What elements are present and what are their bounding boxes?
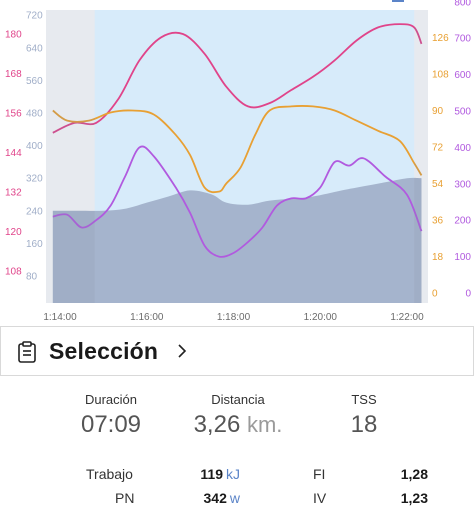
power-tick-label: 200 [454,216,471,227]
tss-value: 18 [350,411,378,438]
series-line-power [52,145,423,258]
fi-value: 1,28 [400,466,428,482]
altitude-tick-label: 240 [26,206,43,217]
power-tick-label: 700 [454,34,471,45]
chevron-right-icon[interactable] [177,344,187,363]
fi-label: FI [313,466,326,482]
stat-duration: Duración 07:09 [66,392,156,439]
x-tick-label: 1:18:00 [217,312,251,323]
cadence-tick-label: 36 [432,216,444,227]
stat-tss: TSS 18 [334,392,394,439]
heart_rate-tick-label: 144 [5,148,22,159]
cadence-tick-label: 0 [432,289,438,300]
clipboard-list-icon [17,341,37,368]
unselected-left [46,10,95,303]
heart_rate-tick-label: 156 [5,109,22,120]
x-tick-label: 1:22:00 [390,312,424,323]
distance-unit: km. [246,412,283,437]
duration-value: 07:09 [80,411,142,438]
altitude-tick-label: 720 [26,11,43,22]
selection-header[interactable]: Selección [0,326,474,376]
distance-value-wrap: 3,26 km. [178,411,298,439]
altitude-tick-label: 80 [26,272,38,283]
power-tick-label: 0 [465,289,471,300]
power-tick-label: 400 [454,143,471,154]
altitude-tick-label: 560 [26,76,43,87]
heart_rate-tick-label: 108 [5,267,22,278]
cadence-tick-label: 18 [432,252,444,263]
distance-label: Distancia [211,392,265,407]
work-value-wrap: 119 kJ [180,466,240,482]
iv-value: 1,23 [400,490,428,506]
unselected-right [414,10,428,303]
altitude-tick-label: 160 [26,239,43,250]
power-tick-label: 500 [454,107,471,118]
duration-label: Duración [84,392,138,407]
heart_rate-tick-label: 120 [5,227,22,238]
x-tick-label: 1:16:00 [130,312,164,323]
power-tick-label: 800 [454,0,471,8]
power-tick-label: 600 [454,70,471,81]
cadence-tick-label: 126 [432,33,449,44]
altitude-tick-label: 640 [26,43,43,54]
x-tick-label: 1:14:00 [43,312,77,323]
tss-label: TSS [351,392,377,407]
work-unit: kJ [226,466,240,482]
selection-title: Selección [49,338,159,364]
heart_rate-tick-label: 132 [5,188,22,199]
altitude-tick-label: 400 [26,141,43,152]
cadence-tick-label: 54 [432,179,444,190]
chart-canvas[interactable]: 1081201321441561681801928016024032040048… [0,0,476,326]
np-value: 342 [203,490,227,506]
power-tick-label: 100 [454,252,471,263]
altitude-tick-label: 480 [26,109,43,120]
cadence-tick-label: 108 [432,70,449,81]
power-tick-label: 300 [454,179,471,190]
np-value-wrap: 342 w [180,490,240,506]
altitude-tick-label: 320 [26,174,43,185]
cadence-tick-label: 72 [432,143,444,154]
cadence-tick-label: 90 [432,106,444,117]
heart_rate-tick-label: 168 [5,69,22,80]
series-line-cadence [52,105,423,194]
np-unit: w [229,490,240,506]
iv-label: IV [313,490,327,506]
np-label: PN [115,490,135,506]
x-tick-label: 1:20:00 [304,312,338,323]
stat-distance: Distancia 3,26 km. [178,392,298,439]
work-value: 119 [200,466,223,482]
series-line-heart_rate [52,23,423,134]
distance-value: 3,26 [193,411,241,438]
heart_rate-tick-label: 192 [5,0,22,1]
altitude-area [52,177,422,303]
heart_rate-tick-label: 180 [5,30,22,41]
work-label: Trabajo [86,466,133,482]
